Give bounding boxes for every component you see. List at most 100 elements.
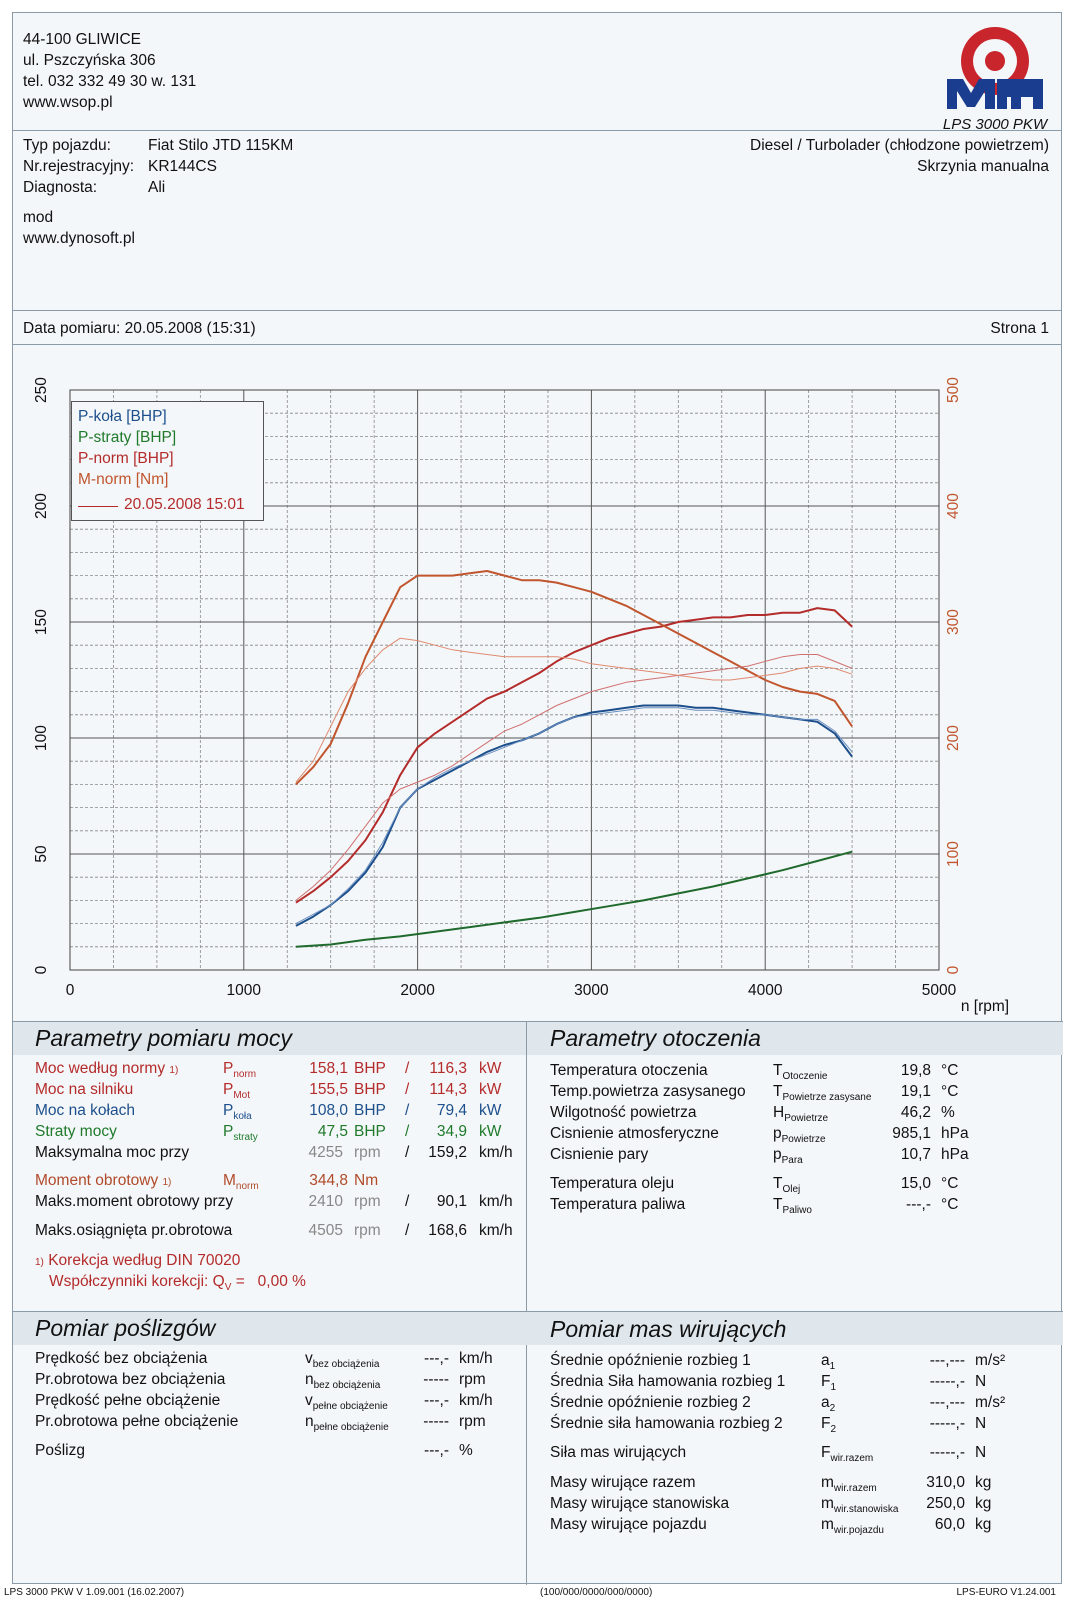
power-row-sep: / (405, 1102, 410, 1119)
ambient-row-symbol: TPowietrze zasysane (773, 1083, 872, 1103)
mass-row-value: ---,--- (929, 1352, 965, 1369)
divider (13, 130, 1061, 131)
mass-row-symbol: Fwir.razem (821, 1444, 874, 1464)
slip-row-label: Pr.obrotowa bez obciążenia (35, 1371, 226, 1388)
divider (13, 344, 1061, 345)
mass-row-value: -----,- (929, 1415, 965, 1432)
y-tick-label: 100 (33, 725, 50, 751)
gearbox-type: Skrzynia manualna (917, 158, 1049, 175)
mass-row-label: Siła mas wirujących (550, 1444, 687, 1461)
x-axis-label: n [rpm] (961, 998, 1009, 1015)
slip-row-value: ---,- (424, 1442, 449, 1459)
power-rpm-unit: rpm (354, 1222, 381, 1239)
engine-block: Diesel / Turbolader (chłodzone powietrze… (750, 135, 1049, 177)
slip-row-value: ----- (423, 1371, 449, 1388)
power-row-value-kw: 34,9 (436, 1123, 467, 1140)
ambient-row-label: Cisnienie atmosferyczne (550, 1125, 719, 1142)
legend-ref-label: 20.05.2008 15:01 (124, 496, 245, 513)
column-divider (526, 1021, 527, 1585)
mass-row-unit: N (975, 1415, 987, 1432)
mass-row-label: Masy wirujące stanowiska (550, 1495, 730, 1512)
power-row-sep: / (405, 1060, 410, 1077)
mass-row-label: Średnie opóźnienie rozbieg 2 (550, 1394, 751, 1411)
power-row-label: Moc według normy 1) (35, 1060, 179, 1077)
legend-item: P-koła [BHP] (78, 408, 167, 425)
diag-label: Diagnosta: (23, 179, 98, 196)
x-tick-label: 3000 (574, 982, 609, 999)
mass-row-symbol: mwir.stanowiska (821, 1495, 899, 1515)
ambient-row-symbol: TOlej (773, 1175, 801, 1195)
mass-row-symbol: mwir.razem (821, 1474, 877, 1494)
slip-row-value: ----- (423, 1413, 449, 1430)
divider (13, 310, 1061, 311)
mass-row-unit: N (975, 1444, 987, 1461)
slip-row-label: Prędkość pełne obciążenie (35, 1392, 221, 1409)
logo-caption: LPS 3000 PKW (942, 116, 1048, 133)
ambient-row-unit: % (941, 1104, 955, 1121)
engine-type: Diesel / Turbolader (chłodzone powietrze… (750, 137, 1049, 154)
ambient-row-value: 15,0 (900, 1175, 931, 1192)
torque-unit: Nm (354, 1172, 379, 1189)
mass-row-symbol: mwir.pojazdu (821, 1516, 884, 1536)
type-value: Fiat Stilo JTD 115KM (148, 137, 294, 154)
mass-row-label: Masy wirujące razem (550, 1474, 696, 1491)
y2-tick-label: 200 (945, 725, 962, 751)
slip-row-symbol: vpełne obciążenie (305, 1392, 388, 1412)
address-line: www.wsop.pl (23, 94, 113, 111)
power-row-unit-kw: kW (479, 1081, 502, 1098)
ambient-row-value: 19,8 (900, 1062, 931, 1079)
ambient-row-symbol: HPowietrze (773, 1104, 829, 1124)
slip-row-symbol: nbez obciążenia (305, 1371, 381, 1391)
legend-item: M-norm [Nm] (78, 471, 169, 488)
power-speed-unit: km/h (479, 1222, 513, 1239)
power-speed-unit: km/h (479, 1144, 513, 1161)
mass-row-unit: m/s² (975, 1394, 1006, 1411)
ambient-row-label: Temp.powietrza zasysanego (550, 1083, 746, 1100)
correction-factor: Współczynniki korekcji: QV = 0,00 % (49, 1273, 306, 1294)
footer-version: LPS 3000 PKW V 1.09.001 (16.02.2007) (4, 1587, 185, 1598)
power-speed-value: 90,1 (436, 1193, 467, 1210)
slip-row-symbol: vbez obciążenia (305, 1350, 380, 1370)
y-tick-label: 150 (33, 609, 50, 635)
power-row-label: Straty mocy (35, 1123, 117, 1140)
notes-block: mod www.dynosoft.pl (23, 207, 135, 249)
ambient-row-value: 10,7 (900, 1146, 931, 1163)
power-row-value: 47,5 (317, 1123, 348, 1140)
power-row-value: 158,1 (309, 1060, 348, 1077)
power-row-symbol: PMot (223, 1081, 251, 1101)
mass-row-symbol: a1 (821, 1352, 836, 1372)
mass-row-value: 310,0 (926, 1474, 965, 1491)
mass-row-symbol: F1 (821, 1373, 837, 1393)
power-rpm-label: Maksymalna moc przy (35, 1144, 190, 1161)
mass-row-unit: kg (975, 1516, 992, 1533)
power-rpm-sep: / (405, 1144, 410, 1161)
y2-tick-label: 400 (945, 493, 962, 519)
reg-label: Nr.rejestracyjny: (23, 158, 135, 175)
vehicle-block: Typ pojazdu: Fiat Stilo JTD 115KM Nr.reje… (23, 135, 293, 198)
power-rpm-value: 4505 (308, 1222, 343, 1239)
ambient-title: Parametry otoczenia (550, 1025, 761, 1051)
slip-row-label: Pr.obrotowa pełne obciążenie (35, 1413, 239, 1430)
power-speed-value: 159,2 (428, 1144, 467, 1161)
torque-label: Moment obrotowy 1) (35, 1172, 172, 1189)
mass-row-value: 250,0 (926, 1495, 965, 1512)
diag-value: Ali (148, 179, 166, 196)
power-row-unit-kw: kW (479, 1060, 502, 1077)
power-row-value-kw: 79,4 (436, 1102, 467, 1119)
y-tick-label: 0 (33, 965, 50, 974)
ambient-row-unit: °C (941, 1083, 959, 1100)
power-rpm-sep: / (405, 1222, 410, 1239)
ambient-row-unit: °C (941, 1175, 959, 1192)
section-band (13, 1311, 1063, 1345)
ambient-row-label: Temperatura paliwa (550, 1196, 686, 1213)
mass-row-value: -----,- (929, 1373, 965, 1390)
address-line: tel. 032 332 49 30 w. 131 (23, 73, 197, 90)
ambient-row-unit: °C (941, 1062, 959, 1079)
footer-euro-version: LPS-EURO V1.24.001 (956, 1587, 1057, 1598)
section-band (13, 1021, 1063, 1055)
report-sheet: 44-100 GLIWICE ul. Pszczyńska 306 tel. 0… (12, 12, 1063, 1585)
legend-ref-line (78, 506, 118, 507)
mass-row-label: Średnie siła hamowania rozbieg 2 (550, 1415, 783, 1432)
measurement-date: Data pomiaru: 20.05.2008 (15:31) (23, 320, 256, 337)
